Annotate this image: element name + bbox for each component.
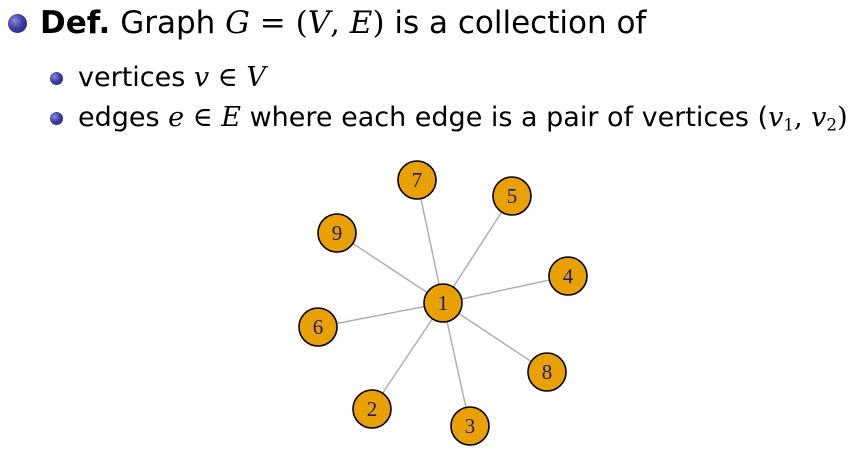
graph-edge-1-2 [371, 302, 444, 410]
vertex-set: V [246, 62, 266, 93]
vertices-item: vertices v ∈ V [78, 64, 266, 91]
graph-edge-1-9 [336, 232, 444, 304]
graph-node-label: 4 [563, 264, 574, 288]
graph-edge-1-8 [442, 302, 548, 373]
graph-edge-1-5 [442, 195, 513, 304]
edge-set: E [221, 102, 242, 133]
graph-symbol: G [225, 5, 250, 41]
graph-node-9: 9 [317, 213, 357, 253]
graph-node-label: 8 [542, 360, 553, 384]
graph-node-3: 3 [450, 406, 490, 446]
graph-node-circle [298, 307, 338, 347]
graph-node-5: 5 [492, 176, 532, 216]
graph-edge-1-4 [442, 275, 569, 304]
graph-node-label: 9 [332, 221, 343, 245]
graph-node-label: 1 [438, 291, 449, 315]
graph-nodes: 1 2 3 4 5 6 7 8 9 [298, 160, 588, 446]
graph-edge-1-7 [416, 179, 444, 304]
graph-edge-1-6 [317, 302, 444, 328]
graph-node-label: 3 [465, 414, 476, 438]
graph-node-circle [352, 389, 392, 429]
pair-separator: , [793, 102, 812, 133]
element-of-symbol: ∈ [209, 62, 247, 93]
vertex-one: v1 [768, 102, 794, 135]
vertex-two: v2 [811, 102, 838, 135]
graph-node-7: 7 [397, 160, 437, 200]
definition-keyword: Def. [40, 5, 111, 41]
element-of-symbol: ∈ [184, 102, 222, 133]
definition-line: Def. Graph G = (V, E) is a collection of [40, 8, 646, 39]
equals-open: = ( [249, 5, 308, 41]
graph-node-circle [548, 256, 588, 296]
graph-edges [317, 179, 569, 427]
definition-text-after: is a collection of [384, 5, 647, 41]
graph-node-label: 5 [507, 184, 518, 208]
comma: , [330, 5, 350, 41]
graph-node-circle [450, 406, 490, 446]
graph-node-label: 6 [313, 315, 324, 339]
pair-close: ) [837, 102, 848, 133]
vertex-set-symbol: V [307, 5, 331, 41]
sub-bullet-icon [50, 112, 63, 125]
sub-bullet-icon [50, 72, 63, 85]
vertex-var: v [193, 62, 210, 93]
graph-node-label: 2 [367, 397, 378, 421]
edges-item: edges e ∈ E where each edge is a pair of… [78, 104, 848, 133]
graph-edge-1-3 [442, 302, 471, 427]
main-bullet-icon [8, 14, 27, 33]
graph-node-1: 1 [423, 283, 463, 323]
graph-node-6: 6 [298, 307, 338, 347]
definition-text-before: Graph [120, 5, 226, 41]
graph-node-circle [397, 160, 437, 200]
graph-node-2: 2 [352, 389, 392, 429]
edge-set-symbol: E [349, 5, 373, 41]
graph-node-circle [492, 176, 532, 216]
close-paren: ) [372, 5, 385, 41]
edges-rest: where each edge is a pair of vertices ( [241, 102, 769, 133]
graph-node-circle [423, 283, 463, 323]
graph-node-4: 4 [548, 256, 588, 296]
edge-var: e [168, 102, 185, 133]
edges-prefix: edges [78, 102, 169, 133]
graph-node-label: 7 [412, 168, 423, 192]
graph-node-circle [527, 352, 567, 392]
vertices-prefix: vertices [78, 62, 194, 93]
graph-node-circle [317, 213, 357, 253]
graph-node-8: 8 [527, 352, 567, 392]
